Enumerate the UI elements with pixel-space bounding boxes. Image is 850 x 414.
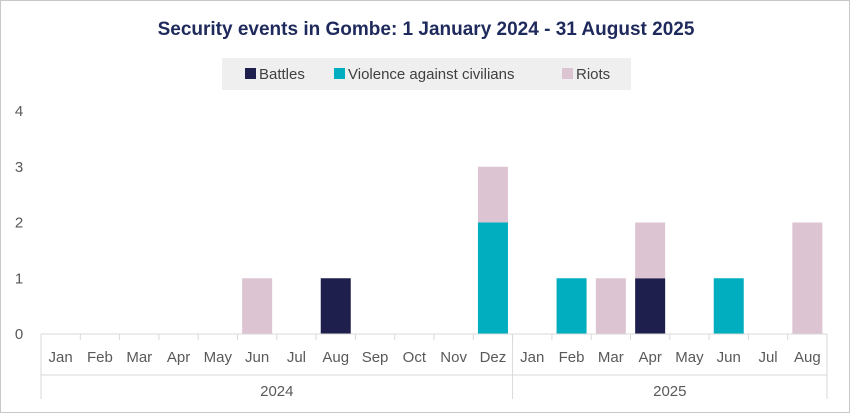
legend: Battles Violence against civilians Riots — [222, 58, 631, 90]
legend-swatch-battles — [245, 68, 256, 79]
bar-segment-violence-against-civilians — [556, 278, 587, 334]
bar-segment-riots — [595, 278, 626, 334]
x-group-label: 2024 — [260, 383, 293, 400]
bar-segment-riots — [477, 166, 508, 223]
x-axis: Jan Feb Mar Apr May Jun Jul Aug Sep Oct Nov Dez Jan F… — [40, 333, 828, 400]
y-tick-label: 0 — [15, 326, 23, 343]
bars — [242, 166, 823, 334]
y-axis: 0 1 2 3 4 — [15, 103, 23, 343]
legend-swatch-riots — [562, 68, 573, 79]
bar-segment-riots — [635, 222, 666, 279]
bar-segment-violence-against-civilians — [713, 278, 744, 334]
y-tick-label: 2 — [15, 215, 23, 232]
x-tick-label: Jul — [758, 349, 777, 366]
y-tick-label: 1 — [15, 270, 23, 287]
bar-segment-battles — [635, 278, 666, 334]
x-tick-label: Jun — [245, 349, 269, 366]
legend-label-violence-against-civilians: Violence against civilians — [348, 66, 515, 83]
x-tick-label: Nov — [440, 349, 467, 366]
x-tick-label: Mar — [126, 349, 152, 366]
bar-segment-battles — [320, 278, 351, 334]
bar-segment-riots — [792, 222, 823, 334]
x-tick-label: Sep — [362, 349, 389, 366]
x-tick-label: Mar — [598, 349, 624, 366]
x-tick-label: Jan — [520, 349, 544, 366]
x-tick-label: May — [204, 349, 233, 366]
x-tick-label: Aug — [794, 349, 821, 366]
legend-swatch-violence-against-civilians — [334, 68, 345, 79]
legend-label-battles: Battles — [259, 66, 305, 83]
x-tick-label: Apr — [638, 349, 661, 366]
x-tick-label: Apr — [167, 349, 190, 366]
chart-title: Security events in Gombe: 1 January 2024… — [158, 19, 695, 40]
y-tick-label: 3 — [15, 159, 23, 176]
x-tick-label: Dez — [480, 349, 507, 366]
x-group-label: 2025 — [653, 383, 686, 400]
x-tick-label: Oct — [403, 349, 427, 366]
bar-segment-riots — [242, 278, 273, 334]
x-tick-label: Feb — [559, 349, 585, 366]
x-tick-label: Jun — [717, 349, 741, 366]
x-tick-label: Feb — [87, 349, 113, 366]
x-tick-label: Jul — [287, 349, 306, 366]
y-tick-label: 4 — [15, 103, 23, 120]
x-tick-label: May — [675, 349, 704, 366]
legend-label-riots: Riots — [576, 66, 610, 83]
x-tick-label: Jan — [49, 349, 73, 366]
x-tick-label: Aug — [322, 349, 349, 366]
bar-segment-violence-against-civilians — [477, 222, 508, 334]
